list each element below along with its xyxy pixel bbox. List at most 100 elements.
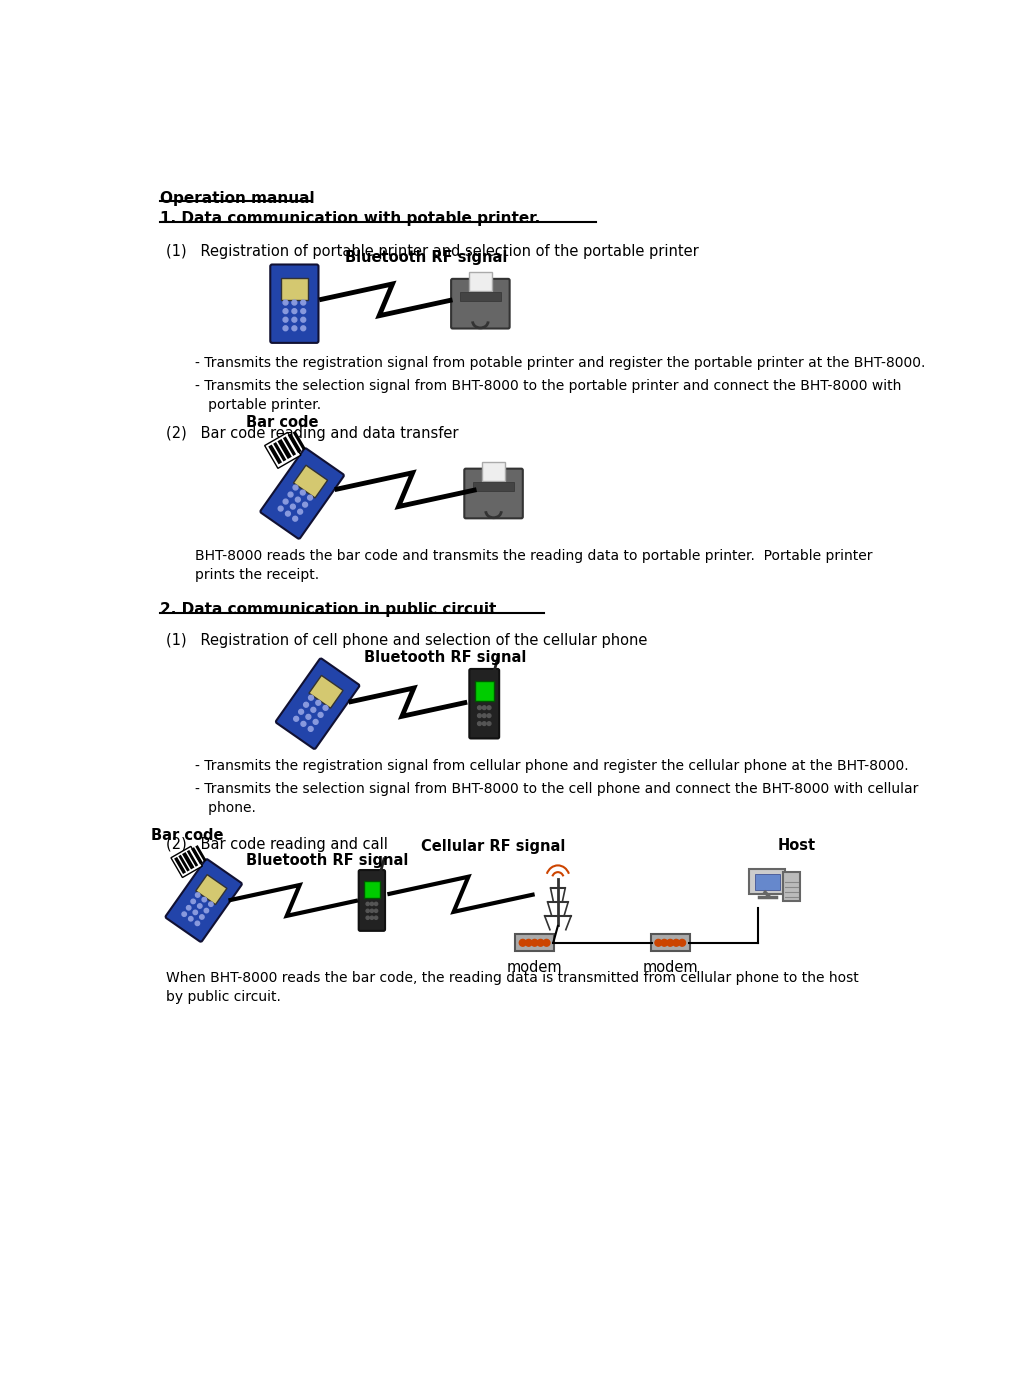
Circle shape <box>283 317 288 322</box>
Bar <box>178 855 190 872</box>
Circle shape <box>290 504 295 509</box>
Circle shape <box>300 326 306 331</box>
FancyBboxPatch shape <box>515 935 554 951</box>
FancyBboxPatch shape <box>464 469 523 519</box>
Text: Bar code: Bar code <box>151 827 224 843</box>
Text: - Transmits the selection signal from BHT-8000 to the cell phone and connect the: - Transmits the selection signal from BH… <box>195 781 919 815</box>
Text: modem: modem <box>643 961 698 975</box>
Circle shape <box>199 915 204 919</box>
Text: 1. Data communication with potable printer.: 1. Data communication with potable print… <box>160 211 541 226</box>
Circle shape <box>292 317 296 322</box>
Text: Bar code: Bar code <box>246 416 319 430</box>
Circle shape <box>283 499 288 504</box>
Text: Host: Host <box>778 838 816 852</box>
FancyBboxPatch shape <box>270 265 319 343</box>
Circle shape <box>293 717 298 721</box>
Circle shape <box>316 700 321 706</box>
Text: modem: modem <box>507 961 562 975</box>
Circle shape <box>278 506 283 511</box>
Circle shape <box>309 695 314 700</box>
FancyBboxPatch shape <box>651 935 690 951</box>
Text: When BHT-8000 reads the bar code, the reading data is transmitted from cellular : When BHT-8000 reads the bar code, the re… <box>167 971 860 1004</box>
Circle shape <box>477 706 481 710</box>
Circle shape <box>323 706 328 710</box>
Text: (2)   Bar code reading and data transfer: (2) Bar code reading and data transfer <box>167 425 459 441</box>
Circle shape <box>309 727 313 731</box>
Circle shape <box>300 490 306 495</box>
Bar <box>283 437 296 456</box>
Circle shape <box>374 917 378 919</box>
Circle shape <box>374 910 378 912</box>
Circle shape <box>487 714 491 717</box>
Circle shape <box>204 908 208 912</box>
Circle shape <box>182 912 186 917</box>
Circle shape <box>679 939 686 946</box>
FancyBboxPatch shape <box>281 279 308 300</box>
Bar <box>288 434 301 453</box>
Text: Bluetooth RF signal: Bluetooth RF signal <box>245 854 408 868</box>
Circle shape <box>189 917 193 921</box>
Circle shape <box>304 702 309 707</box>
Circle shape <box>197 904 202 908</box>
FancyBboxPatch shape <box>261 448 343 538</box>
Text: (1)   Registration of portable printer and selection of the portable printer: (1) Registration of portable printer and… <box>167 244 699 258</box>
Text: Operation manual: Operation manual <box>160 191 315 205</box>
FancyBboxPatch shape <box>276 658 360 749</box>
Bar <box>292 431 306 451</box>
Circle shape <box>487 721 491 725</box>
Circle shape <box>208 903 214 907</box>
Circle shape <box>370 910 373 912</box>
Circle shape <box>300 317 306 322</box>
FancyBboxPatch shape <box>749 869 785 894</box>
Circle shape <box>477 714 481 717</box>
Circle shape <box>374 903 378 905</box>
FancyBboxPatch shape <box>468 272 493 292</box>
Text: (1)   Registration of cell phone and selection of the cellular phone: (1) Registration of cell phone and selec… <box>167 633 648 647</box>
FancyBboxPatch shape <box>196 875 227 904</box>
Bar <box>171 847 202 877</box>
Circle shape <box>370 917 373 919</box>
Circle shape <box>482 714 486 717</box>
Text: - Transmits the registration signal from cellular phone and register the cellula: - Transmits the registration signal from… <box>195 759 909 773</box>
Circle shape <box>366 903 369 905</box>
FancyBboxPatch shape <box>166 859 242 942</box>
Circle shape <box>195 921 199 925</box>
Text: 2. Data communication in public circuit: 2. Data communication in public circuit <box>160 603 497 617</box>
Text: Bluetooth RF signal: Bluetooth RF signal <box>344 250 507 265</box>
FancyBboxPatch shape <box>754 873 780 890</box>
Circle shape <box>318 713 323 717</box>
Circle shape <box>186 905 191 910</box>
Circle shape <box>283 300 288 306</box>
Circle shape <box>292 326 296 331</box>
Circle shape <box>543 939 550 946</box>
Circle shape <box>195 893 200 897</box>
Text: (2)   Bar code reading and call: (2) Bar code reading and call <box>167 837 388 851</box>
Circle shape <box>519 939 526 946</box>
Circle shape <box>297 509 303 515</box>
Circle shape <box>306 714 311 720</box>
FancyBboxPatch shape <box>481 462 506 481</box>
Circle shape <box>298 709 304 714</box>
Circle shape <box>293 485 298 490</box>
Text: - Transmits the registration signal from potable printer and register the portab: - Transmits the registration signal from… <box>195 356 926 370</box>
Circle shape <box>366 917 369 919</box>
Circle shape <box>300 308 306 314</box>
Bar <box>174 857 186 875</box>
Circle shape <box>292 300 296 306</box>
Circle shape <box>193 910 197 915</box>
FancyBboxPatch shape <box>309 675 343 709</box>
FancyBboxPatch shape <box>364 880 380 898</box>
Bar <box>273 442 286 462</box>
Circle shape <box>295 497 300 502</box>
Circle shape <box>308 495 313 499</box>
Bar <box>195 845 206 862</box>
Bar <box>277 439 292 459</box>
Circle shape <box>538 939 544 946</box>
Circle shape <box>482 721 486 725</box>
FancyBboxPatch shape <box>359 870 385 930</box>
Circle shape <box>303 502 308 506</box>
Circle shape <box>487 706 491 710</box>
Circle shape <box>366 910 369 912</box>
Circle shape <box>531 939 538 946</box>
Circle shape <box>285 511 290 516</box>
